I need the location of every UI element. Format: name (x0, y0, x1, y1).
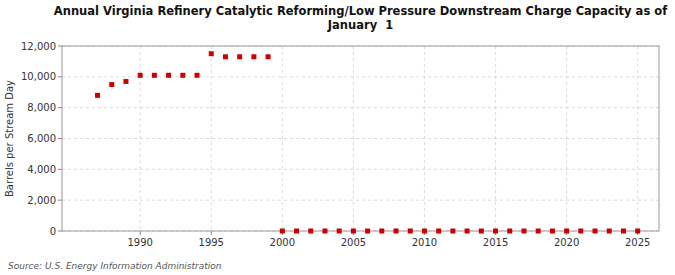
point (521, 229, 526, 234)
x-grid-line (566, 46, 567, 231)
y-tick (58, 107, 62, 108)
x-tick (140, 231, 141, 235)
x-grid-line (282, 46, 283, 231)
chart: Annual Virginia Refinery Catalytic Refor… (0, 0, 675, 275)
point (621, 229, 626, 234)
y-axis-label: Barrels per Stream Day (4, 80, 15, 197)
x-tick-label: 2010 (412, 237, 437, 248)
y-tick-label: 0 (50, 226, 56, 237)
annotation: Source: U.S. Energy Information Administ… (8, 261, 222, 271)
x-grid-line (353, 46, 354, 231)
title-line: Annual Virginia Refinery Catalytic Refor… (54, 4, 668, 18)
x-tick-label: 2005 (341, 237, 366, 248)
point (536, 229, 541, 234)
point (365, 229, 370, 234)
point (223, 54, 228, 59)
x-grid-line (424, 46, 425, 231)
chart-container: Annual Virginia Refinery Catalytic Refor… (0, 0, 675, 275)
point (507, 229, 512, 234)
point (180, 73, 185, 78)
x-tick (211, 231, 212, 235)
x-tick-label: 1995 (199, 237, 224, 248)
point (593, 229, 598, 234)
point (465, 229, 470, 234)
point (123, 79, 128, 84)
grid (62, 46, 659, 231)
point (550, 229, 555, 234)
point (422, 229, 427, 234)
point (351, 229, 356, 234)
x-tick-label: 2000 (270, 237, 295, 248)
point (564, 229, 569, 234)
point (479, 229, 484, 234)
y-tick (58, 138, 62, 139)
x-tick-label: 1990 (127, 237, 152, 248)
plot-area (62, 46, 659, 231)
plot-frame (62, 46, 659, 231)
y-tick-label: 2,000 (27, 195, 56, 206)
x-grid-line (637, 46, 638, 231)
y-grid-line (62, 138, 659, 139)
y-tick (58, 46, 62, 47)
point (294, 229, 299, 234)
y-tick (58, 169, 62, 170)
point (337, 229, 342, 234)
point (166, 73, 171, 78)
point (308, 229, 313, 234)
y-grid-line (62, 169, 659, 170)
y-grid-line (62, 76, 659, 77)
y-tick-label: 6,000 (27, 133, 56, 144)
point (109, 82, 114, 87)
y-tick-label: 10,000 (21, 71, 56, 82)
x-grid-line (211, 46, 212, 231)
point (138, 73, 143, 78)
y-tick (58, 200, 62, 201)
point (209, 51, 214, 56)
point (195, 73, 200, 78)
point (251, 54, 256, 59)
point (450, 229, 455, 234)
x-tick-label: 2015 (483, 237, 508, 248)
y-tick (58, 231, 62, 232)
point (408, 229, 413, 234)
y-tick-label: 12,000 (21, 41, 56, 52)
point (95, 93, 100, 98)
point (607, 229, 612, 234)
x-grid-line (495, 46, 496, 231)
axes: 0 2,000 4,000 6,000 8,000 10,000 12,000 1990 199… (21, 41, 659, 249)
y-tick-label: 4,000 (27, 164, 56, 175)
points (95, 51, 640, 233)
point (436, 229, 441, 234)
point (280, 229, 285, 234)
y-grid-line (62, 107, 659, 108)
title: Annual Virginia Refinery Catalytic Refor… (54, 4, 668, 32)
x-tick-label: 2020 (554, 237, 579, 248)
point (379, 229, 384, 234)
y-tick (58, 76, 62, 77)
y-tick-label: 8,000 (27, 102, 56, 113)
title-line: January 1 (327, 18, 393, 32)
point (493, 229, 498, 234)
x-tick-label: 2025 (625, 237, 650, 248)
point (152, 73, 157, 78)
point (237, 54, 242, 59)
point (578, 229, 583, 234)
point (266, 54, 271, 59)
point (394, 229, 399, 234)
point (322, 229, 327, 234)
point (635, 229, 640, 234)
y-grid-line (62, 200, 659, 201)
